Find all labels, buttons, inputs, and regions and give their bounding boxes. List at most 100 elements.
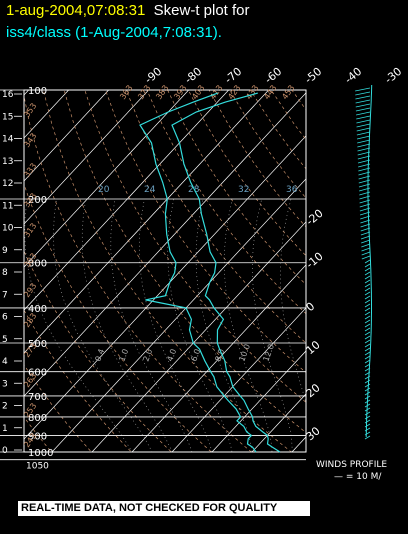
wind-barb	[358, 179, 371, 184]
wind-barb	[356, 119, 371, 124]
temp-top-label: -90	[142, 65, 164, 87]
moist-adiabat-label: 10.0	[237, 343, 252, 363]
pressure-label-1050: 1050	[26, 462, 49, 472]
wind-barb	[364, 259, 371, 264]
plot-label: Skew-t plot for	[153, 2, 250, 19]
dry-adiabat-label: 313	[22, 221, 38, 239]
wind-barb	[357, 143, 371, 148]
pressure-label-300: 300	[28, 259, 47, 270]
dry-adiabat-label: 293	[22, 281, 38, 299]
height-label-7: 7	[2, 290, 8, 300]
wind-barb	[355, 107, 371, 112]
wind-barb	[364, 339, 371, 344]
wind-barb	[355, 103, 371, 108]
height-label-2: 2	[2, 402, 8, 412]
wind-barb	[364, 383, 371, 388]
wind-barb	[361, 239, 371, 244]
isotherm	[211, 350, 306, 452]
dry-adiabat-label: 353	[22, 101, 38, 119]
moist-adiabat-label: 6.0	[189, 348, 202, 363]
wind-barb	[364, 279, 371, 284]
wind-barb	[357, 155, 371, 160]
wind-barb	[364, 327, 371, 332]
wind-barb	[364, 407, 371, 412]
wind-barb	[364, 375, 371, 380]
temperature-trace	[171, 92, 281, 453]
wind-barb	[361, 251, 371, 256]
dry-adiabat	[291, 90, 306, 111]
isotherm	[91, 221, 306, 452]
dry-adiabat	[270, 90, 306, 141]
moist-adiabat	[110, 198, 193, 452]
pressure-label-1000: 1000	[28, 448, 53, 459]
wind-barb	[364, 283, 371, 288]
dry-adiabat	[43, 90, 292, 452]
dry-adiabat-label: 333	[22, 161, 38, 179]
mixing-ratio-label: 28	[188, 185, 200, 195]
isotherm	[24, 90, 109, 182]
temp-top-label: -80	[182, 65, 204, 87]
wind-barb	[364, 315, 371, 320]
temp-top-label: -70	[222, 65, 244, 87]
isotherm	[171, 307, 306, 452]
isotherm	[24, 90, 149, 225]
wind-barb	[359, 199, 371, 204]
wind-barb	[364, 323, 371, 328]
isotherm	[24, 90, 269, 354]
wind-barb	[364, 335, 371, 340]
wind-barb	[355, 87, 371, 92]
height-label-0: 0	[2, 446, 8, 456]
wind-barb	[364, 307, 371, 312]
quality-disclaimer: REAL-TIME DATA, NOT CHECKED FOR QUALITY	[18, 501, 310, 516]
wind-barb	[361, 247, 371, 252]
wind-barb	[364, 419, 371, 424]
dry-adiabat	[105, 90, 306, 373]
isotherm	[291, 436, 306, 452]
wind-barb	[360, 223, 371, 228]
dewpoint-trace	[139, 92, 257, 453]
wind-barb	[364, 435, 371, 440]
mixing-ratio-label: 20	[98, 185, 110, 195]
wind-barb	[357, 139, 371, 144]
wind-barb	[364, 379, 371, 384]
moist-adiabat-label: 4.0	[165, 348, 178, 363]
wind-barb	[359, 211, 371, 216]
wind-barb	[355, 111, 371, 116]
dry-adiabat	[187, 90, 306, 257]
wind-barb	[358, 171, 371, 176]
temp-top-label: -50	[302, 65, 324, 87]
isotherm	[24, 90, 189, 268]
wind-profile	[355, 84, 373, 440]
wind-barb	[364, 267, 371, 272]
moist-adiabat	[252, 198, 293, 452]
wind-barb	[356, 123, 371, 128]
wind-barb	[364, 347, 371, 352]
pressure-label-400: 400	[28, 304, 47, 315]
wind-barb	[364, 303, 371, 308]
dry-adiabat	[24, 364, 92, 452]
dry-adiabat-label: 413	[208, 83, 224, 101]
wind-barb	[364, 295, 371, 300]
title-line-1: 1-aug-2004,07:08:31 Skew-t plot for	[6, 2, 250, 19]
dry-adiabat-label: 453	[280, 83, 296, 101]
mixing-ratio-label: 24	[144, 185, 156, 195]
dry-adiabat-label: 363	[118, 83, 134, 101]
dry-adiabat	[24, 183, 212, 452]
height-label-14: 14	[2, 135, 14, 145]
wind-barb	[364, 371, 371, 376]
dry-adiabat	[125, 90, 306, 344]
sounding-datetime: 1-aug-2004,07:08:31	[6, 2, 146, 19]
grid-layer	[24, 90, 306, 452]
wind-barb	[355, 91, 371, 96]
temp-top-label: -40	[342, 65, 364, 87]
wind-barb	[364, 427, 371, 432]
wind-barb	[364, 411, 371, 416]
wind-barb	[358, 163, 371, 168]
moist-adiabat	[195, 198, 253, 452]
wind-barb	[360, 231, 371, 236]
height-label-8: 8	[2, 268, 8, 278]
wind-barb	[357, 159, 371, 164]
temp-top-label: -30	[382, 65, 404, 87]
pressure-label-100: 100	[28, 86, 47, 97]
